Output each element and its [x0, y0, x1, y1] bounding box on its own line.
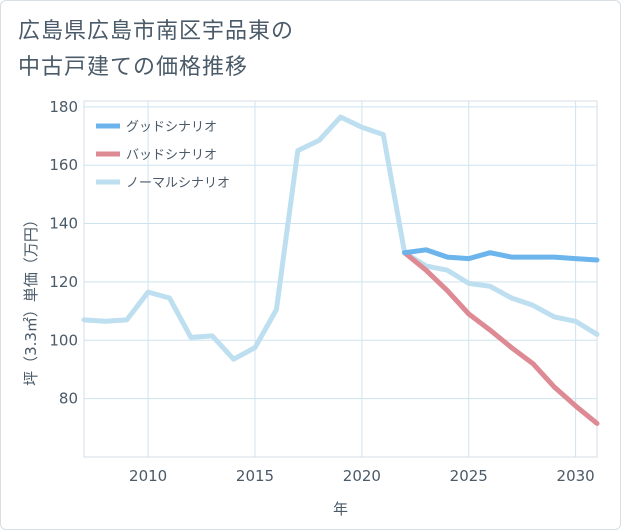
gridlines — [84, 101, 597, 457]
chart-title-line-1: 広島県広島市南区宇品東の — [18, 19, 295, 44]
x-tick-label: 2010 — [129, 467, 167, 485]
y-tick-label: 160 — [49, 156, 78, 174]
y-tick-label: 140 — [49, 215, 78, 233]
y-tick-label: 80 — [59, 390, 78, 408]
chart-title: 広島県広島市南区宇品東の 中古戸建ての価格推移 — [18, 14, 294, 86]
series-line-0 — [402, 247, 600, 263]
y-tick-label: 120 — [49, 273, 78, 291]
series-line-1 — [402, 250, 600, 426]
plot-area-border — [83, 100, 598, 458]
legend-label-2: ノーマルシナリオ — [126, 176, 230, 191]
x-tick-label: 2030 — [557, 467, 595, 485]
legend-label-0: グッドシナリオ — [126, 120, 217, 135]
x-tick-label: 2015 — [236, 467, 274, 485]
chart-title-line-2: 中古戸建ての価格推移 — [18, 55, 249, 80]
x-tick-label: 2020 — [343, 467, 381, 485]
legend-label-1: バッドシナリオ — [126, 148, 217, 163]
y-axis-title: 坪（3.3㎡）単価（万円） — [22, 212, 40, 386]
x-tick-label: 2025 — [450, 467, 488, 485]
series-line-2 — [81, 114, 600, 362]
x-axis-title: 年 — [333, 500, 348, 518]
y-tick-label: 100 — [49, 331, 78, 349]
y-tick-label: 180 — [49, 98, 78, 116]
series-layer — [81, 114, 600, 426]
axis-ticks: 2010 2015 2020 2025 2030 80 100 120 140 160 180 — [49, 98, 594, 485]
